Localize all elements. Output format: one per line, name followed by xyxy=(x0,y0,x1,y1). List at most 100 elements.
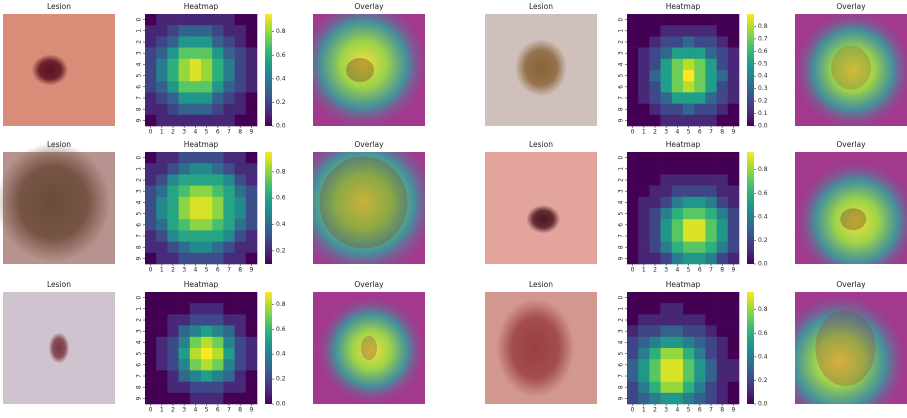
heatmap-cell xyxy=(717,314,729,326)
heatmap-cell xyxy=(683,303,695,315)
heatmap-cell xyxy=(649,370,661,382)
heatmap-cell xyxy=(201,186,213,198)
heatmap-cell xyxy=(179,163,191,175)
heatmap-cell xyxy=(223,393,235,405)
heatmap-cell xyxy=(145,370,157,382)
heatmap-cell xyxy=(717,92,729,104)
heatmap-cell xyxy=(683,174,695,186)
heatmap-cell xyxy=(705,253,717,264)
x-tick-label: 0 xyxy=(631,407,635,414)
heatmap-cell xyxy=(179,14,191,26)
heatmap-cell xyxy=(672,59,684,71)
overlay-heat xyxy=(795,152,907,264)
heatmap-cell xyxy=(694,370,706,382)
heatmap-cell xyxy=(627,36,639,48)
heatmap-cell xyxy=(694,359,706,371)
heatmap-cell xyxy=(672,48,684,60)
heatmap-cell xyxy=(179,348,191,360)
lesion-spot xyxy=(526,205,560,234)
heatmap-cell xyxy=(728,59,740,71)
heatmap-cell xyxy=(223,163,235,175)
y-tick-label: 2 xyxy=(618,318,625,322)
heatmap-cell xyxy=(190,25,202,37)
heatmap-cell xyxy=(728,393,740,405)
x-tick-label: 7 xyxy=(709,267,713,274)
lesion-spot xyxy=(515,39,567,96)
heatmap-cell xyxy=(212,348,224,360)
heatmap-cell xyxy=(246,359,257,371)
heatmap-cell xyxy=(156,104,168,116)
heatmap-cell xyxy=(223,337,235,349)
heatmap-cell xyxy=(190,186,202,198)
x-tick-label: 3 xyxy=(664,129,668,136)
heatmap-cell xyxy=(212,152,224,164)
heatmap-cell xyxy=(694,242,706,254)
heatmap-cell xyxy=(705,292,717,304)
heatmap-cell xyxy=(672,370,684,382)
heatmap-cell xyxy=(705,370,717,382)
heatmap-cell xyxy=(201,208,213,220)
heatmap-cell xyxy=(190,81,202,93)
heatmap-cell xyxy=(223,92,235,104)
heatmap-cell xyxy=(705,174,717,186)
heatmap-cell xyxy=(235,81,247,93)
heatmap-cell xyxy=(717,197,729,209)
heatmap-cell xyxy=(190,382,202,394)
heatmap-cell xyxy=(672,14,684,26)
heatmap-cell xyxy=(661,292,673,304)
heatmap-cell xyxy=(638,219,650,231)
heatmap-cell xyxy=(167,81,179,93)
heatmap-cell xyxy=(223,314,235,326)
heatmap-cell xyxy=(683,348,695,360)
y-tick-label: 0 xyxy=(618,296,625,300)
heatmap-cell xyxy=(649,303,661,315)
y-tick-label: 8 xyxy=(136,385,143,389)
heatmap-cell xyxy=(156,230,168,242)
y-tick-label: 5 xyxy=(618,352,625,356)
x-tick-label: 8 xyxy=(238,267,242,274)
heatmap-cell xyxy=(246,370,257,382)
heatmap-cell xyxy=(156,326,168,338)
x-tick-label: 9 xyxy=(731,407,735,414)
heatmap-cell xyxy=(672,104,684,116)
heatmap-cell xyxy=(223,292,235,304)
x-tick-label: 9 xyxy=(249,407,253,414)
heatmap-cell xyxy=(728,197,740,209)
y-tick-label: 0 xyxy=(136,156,143,160)
heatmap-cell xyxy=(179,104,191,116)
heatmap-cell xyxy=(661,253,673,264)
heatmap-cell xyxy=(728,48,740,60)
heatmap-cell xyxy=(672,348,684,360)
heatmap-cell xyxy=(156,152,168,164)
heatmap-cell xyxy=(235,197,247,209)
y-tick-label: 1 xyxy=(618,167,625,171)
heatmap-cell xyxy=(167,348,179,360)
heatmap-cell xyxy=(223,219,235,231)
heatmap-cell xyxy=(156,197,168,209)
heatmap-cell xyxy=(694,197,706,209)
heatmap-cell xyxy=(694,174,706,186)
heatmap-cell xyxy=(694,393,706,405)
colorbar xyxy=(747,292,754,404)
colorbar-tick-label: 0.8 xyxy=(276,301,286,308)
heatmap-cell xyxy=(235,174,247,186)
y-tick-label: 9 xyxy=(618,118,625,122)
heatmap-cell xyxy=(638,92,650,104)
colorbar-tick-label: 0.2 xyxy=(758,98,768,105)
heatmap-cell xyxy=(694,337,706,349)
heatmap-cell xyxy=(717,208,729,220)
x-tick-label: 6 xyxy=(698,129,702,136)
lesion-title: Lesion xyxy=(529,140,553,149)
heatmap-cell xyxy=(167,14,179,26)
heatmap-cell xyxy=(683,92,695,104)
heatmap-cell xyxy=(672,242,684,254)
heatmap-cell xyxy=(661,186,673,198)
heatmap-cell xyxy=(201,326,213,338)
heatmap-cell xyxy=(156,253,168,264)
heatmap-cell xyxy=(627,303,639,315)
heatmap-cell xyxy=(201,14,213,26)
heatmap-cell xyxy=(661,70,673,82)
y-tick-label: 7 xyxy=(136,96,143,100)
heatmap-cell xyxy=(672,163,684,175)
heatmap-cell xyxy=(201,393,213,405)
